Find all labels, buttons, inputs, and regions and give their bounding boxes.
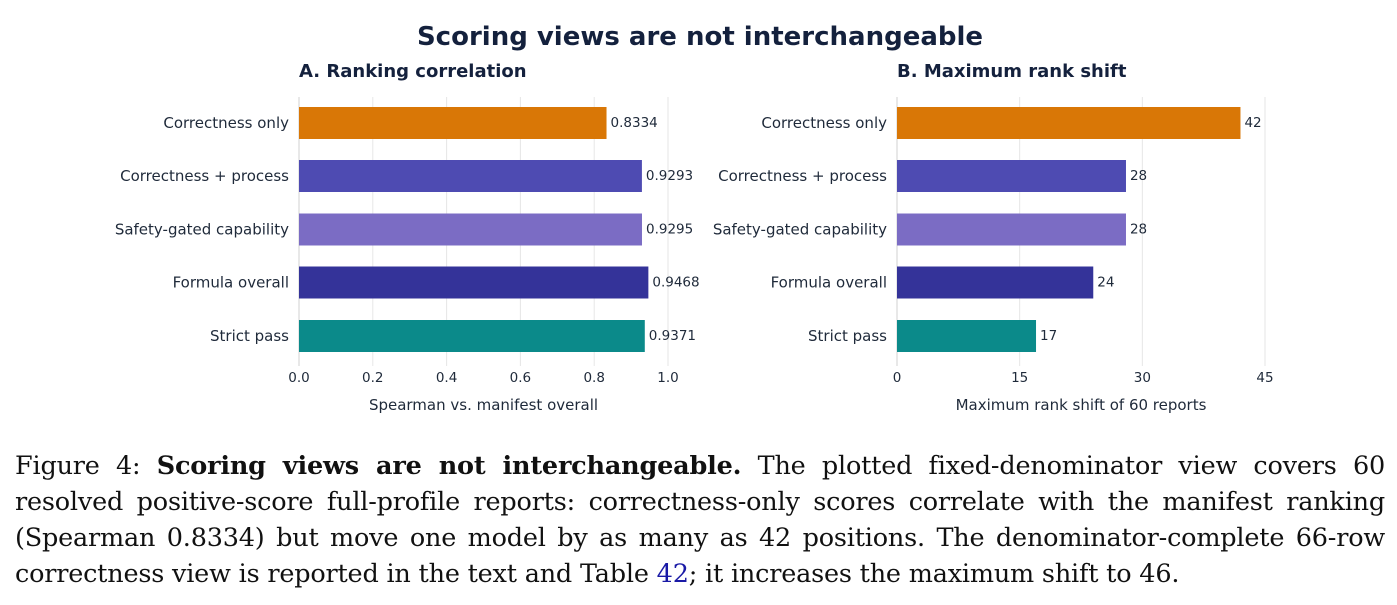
panel-a-value-label: 0.9371 [649, 328, 696, 344]
panel-a-bars [299, 107, 649, 352]
panel-b-category-label: Formula overall [771, 274, 887, 292]
panel-a-value-label: 0.8334 [611, 115, 658, 131]
panel-b-category-label: Correctness + process [718, 167, 887, 185]
panel-a-x-tick-label: 0.0 [288, 370, 309, 386]
panel-a-value-label: 0.9468 [652, 275, 699, 291]
panel-a-x-tick-label: 0.8 [583, 370, 604, 386]
panel-b-category-label: Safety-gated capability [713, 221, 887, 239]
panel-b-x-tick-label: 15 [1011, 370, 1028, 386]
panel-a-bar [299, 160, 642, 192]
panel-b-category-labels: Correctness only Correctness + process Saf… [713, 114, 887, 345]
panel-a-value-labels: 0.8334 0.9293 0.9295 0.9468 0.9371 [611, 115, 700, 344]
panel-b-value-label: 28 [1130, 168, 1147, 184]
panel-b-bar [897, 213, 1126, 246]
figure-title: Scoring views are not interchangeable [417, 22, 983, 52]
panel-b-bar [897, 266, 1094, 299]
panel-b-value-label: 24 [1097, 275, 1114, 291]
panel-b-category-label: Strict pass [808, 327, 887, 345]
panel-b-bar [897, 320, 1037, 352]
panel-a-bar [299, 266, 649, 299]
panel-b-title: B. Maximum rank shift [897, 61, 1127, 82]
panel-a-category-label: Correctness + process [120, 167, 289, 185]
panel-a-x-tick-label: 0.6 [510, 370, 531, 386]
figure-caption: Figure 4: Scoring views are not intercha… [15, 448, 1385, 592]
figure: Scoring views are not interchangeable A.… [115, 22, 1274, 414]
panel-a-x-axis-label: Spearman vs. manifest overall [369, 396, 598, 414]
panel-a-ranking-correlation: A. Ranking correlation Correctness onlyC… [115, 61, 700, 414]
panel-a-bar [299, 320, 645, 352]
caption-label: Figure 4: [15, 451, 157, 481]
panel-b-value-label: 28 [1130, 222, 1147, 238]
panel-b-max-rank-shift: B. Maximum rank shift Correctness onlyCo… [713, 61, 1274, 414]
panel-a-category-labels: Correctness only Correctness + process Saf… [115, 114, 289, 345]
panel-a-value-label: 0.9295 [646, 222, 693, 238]
panel-a-category-label: Strict pass [210, 327, 289, 345]
panel-b-value-label: 42 [1244, 115, 1261, 131]
panel-a-category-label: Safety-gated capability [115, 221, 289, 239]
panel-a-title: A. Ranking correlation [299, 61, 527, 82]
panel-a-category-label: Correctness only [163, 114, 289, 132]
panel-a-x-tick-label: 0.4 [436, 370, 457, 386]
caption-text-2: ; it increases the maximum shift to 46. [688, 559, 1180, 589]
caption-text-1: The plotted fixed-denominator view cover… [15, 451, 1385, 589]
panel-b-value-labels: 42 28 28 24 17 [1040, 115, 1262, 344]
panel-b-x-axis-label: Maximum rank shift of 60 reports [956, 396, 1207, 414]
caption-bold-title: Scoring views are not interchangeable. [156, 451, 742, 481]
panel-b-bar [897, 160, 1126, 192]
caption-table-ref-link[interactable]: 42 [656, 559, 689, 589]
panel-b-bars [897, 107, 1241, 352]
panel-b-x-tick-label: 30 [1134, 370, 1151, 386]
panel-a-x-ticks: 0.0 0.2 0.4 0.6 0.8 1.0 [288, 370, 678, 386]
panel-b-category-label: Correctness only [761, 114, 887, 132]
panel-b-bar [897, 107, 1241, 139]
panel-b-x-tick-label: 0 [893, 370, 902, 386]
panel-b-value-label: 17 [1040, 328, 1057, 344]
panel-a-category-label: Formula overall [173, 274, 289, 292]
panel-a-bar [299, 213, 642, 246]
panel-a-x-tick-label: 0.2 [362, 370, 383, 386]
panel-a-x-tick-label: 1.0 [657, 370, 678, 386]
panel-b-x-ticks: 0 15 30 45 [893, 370, 1274, 386]
panel-b-x-tick-label: 45 [1256, 370, 1273, 386]
panel-a-bar [299, 107, 607, 139]
panel-a-value-label: 0.9293 [646, 168, 693, 184]
